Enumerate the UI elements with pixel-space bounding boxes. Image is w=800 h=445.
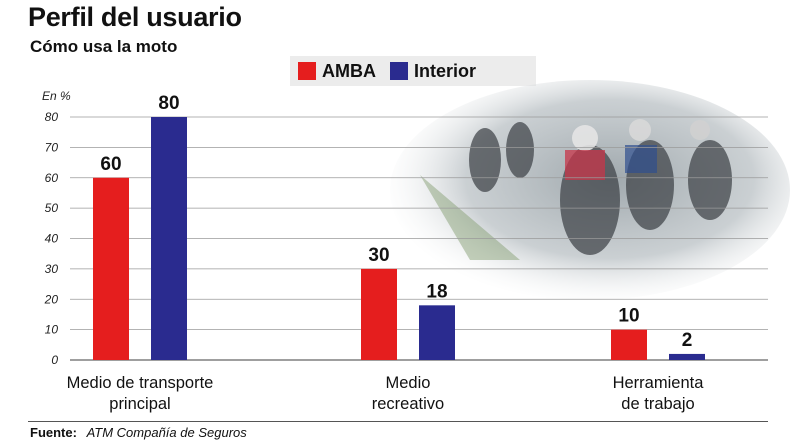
y-tick-80: 80	[45, 110, 59, 124]
source-text: ATM Compañía de Seguros	[86, 425, 247, 440]
bar-amba-0	[93, 177, 129, 360]
footer-divider	[28, 421, 768, 422]
legend-swatch-amba	[298, 62, 316, 80]
y-tick-40: 40	[45, 232, 59, 246]
legend-item-interior: Interior	[390, 61, 476, 82]
category-label-0-0: Medio de transporte	[67, 374, 214, 392]
chart-title: Perfil del usuario	[28, 2, 242, 32]
legend: AMBA Interior	[290, 56, 536, 86]
category-label-1-1: recreativo	[372, 395, 444, 413]
y-tick-20: 20	[44, 292, 59, 306]
category-labels: Medio de transporte principal Medio recreat…	[67, 374, 705, 413]
bars	[93, 117, 705, 360]
bar-label-amba-1: 30	[368, 245, 389, 266]
bar-label-amba-0: 60	[100, 154, 121, 175]
bar-value-labels: 60 80 30 18 10 2	[100, 93, 692, 351]
category-label-2-0: Herramienta	[613, 374, 705, 392]
bar-label-amba-2: 10	[618, 306, 639, 327]
y-tick-50: 50	[45, 201, 59, 215]
legend-label-amba: AMBA	[322, 60, 376, 81]
bar-interior-2	[669, 353, 705, 360]
category-label-1-0: Medio	[386, 374, 431, 392]
bar-label-interior-1: 18	[426, 281, 447, 302]
motorcycle-riders-photo	[390, 80, 790, 300]
y-tick-70: 70	[45, 140, 59, 154]
bar-label-interior-0: 80	[158, 93, 179, 114]
bar-label-interior-2: 2	[682, 330, 693, 351]
bar-interior-1	[419, 305, 455, 360]
legend-item-amba: AMBA	[298, 61, 376, 82]
source-note: Fuente: ATM Compañía de Seguros	[30, 425, 247, 440]
y-unit-label: En %	[42, 89, 71, 103]
legend-swatch-interior	[390, 62, 408, 80]
y-tick-30: 30	[45, 262, 59, 276]
y-tick-10: 10	[45, 323, 59, 337]
bar-interior-0	[151, 117, 187, 360]
source-label: Fuente:	[30, 425, 77, 440]
y-tick-60: 60	[45, 171, 59, 185]
category-label-0-1: principal	[109, 395, 170, 413]
chart-subtitle: Cómo usa la moto	[30, 37, 178, 56]
category-label-2-1: de trabajo	[621, 395, 694, 413]
bar-chart: 0 10 20 30 40 50 60 70 80 60 80 30 18 10 2 Medio de t…	[42, 80, 790, 413]
y-tick-labels: 0 10 20 30 40 50 60 70 80	[44, 110, 59, 367]
bar-amba-2	[611, 329, 647, 360]
bar-amba-1	[361, 268, 397, 360]
y-tick-0: 0	[51, 353, 58, 367]
legend-label-interior: Interior	[414, 60, 477, 81]
